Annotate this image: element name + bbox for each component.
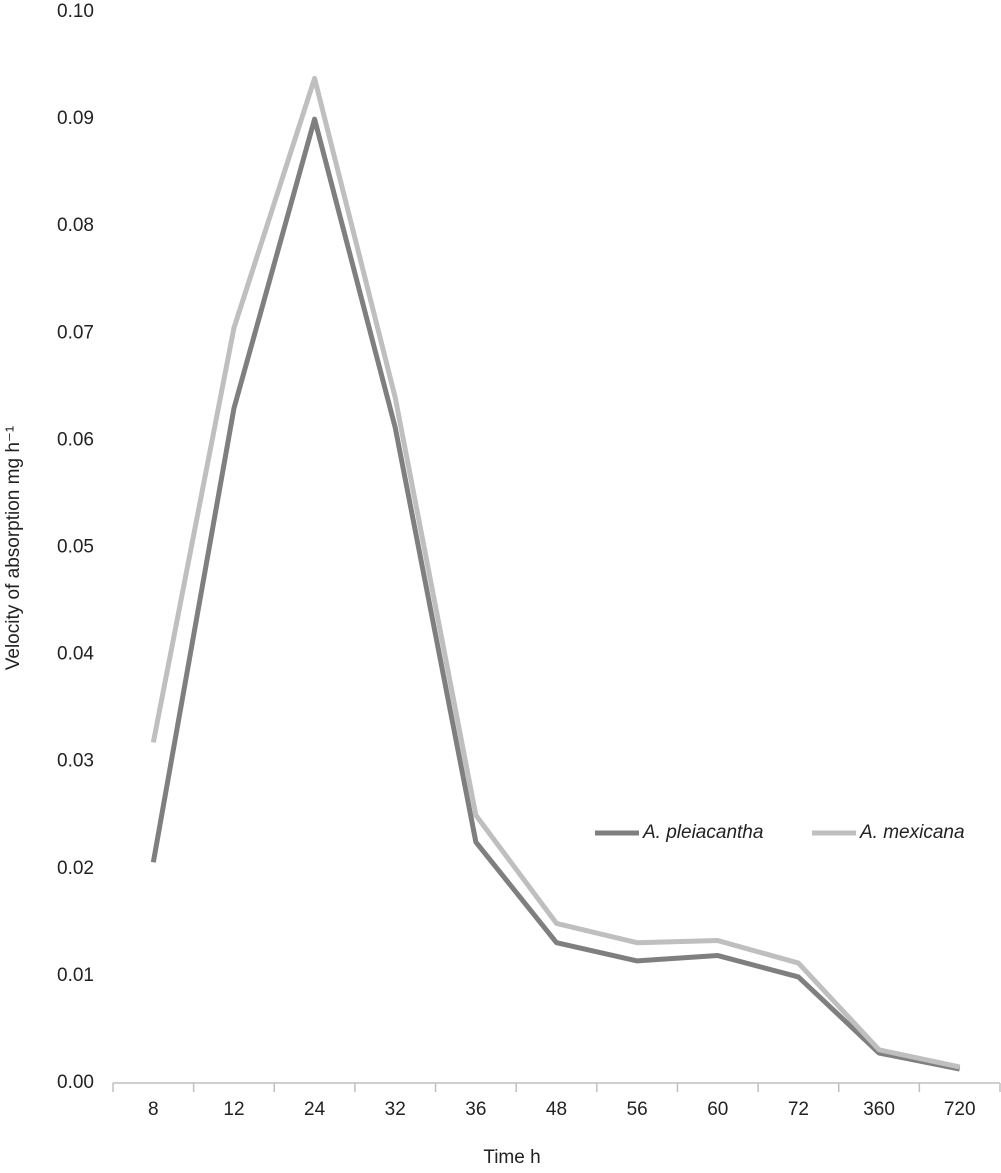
x-tick-label: 36 — [465, 1099, 486, 1120]
y-tick-label: 0.05 — [57, 537, 94, 558]
y-tick-label: 0.09 — [57, 108, 94, 129]
x-tick-label: 48 — [546, 1099, 567, 1120]
legend-label: A. mexicana — [859, 822, 965, 843]
series-line — [150, 116, 961, 1072]
series-line — [150, 75, 961, 1070]
x-axis-label: Time h — [483, 1147, 540, 1168]
y-tick-label: 0.01 — [57, 965, 94, 986]
x-tick-label: 60 — [707, 1099, 728, 1120]
x-tick-label: 720 — [944, 1099, 976, 1120]
y-tick-label: 0.08 — [57, 215, 94, 236]
x-tick-label: 24 — [304, 1099, 326, 1120]
x-tick-label: 72 — [788, 1099, 809, 1120]
x-tick-label: 56 — [627, 1099, 648, 1120]
y-tick-label: 0.07 — [57, 322, 94, 343]
legend-label: A. pleiacantha — [642, 822, 763, 843]
y-tick-label: 0.10 — [57, 1, 94, 22]
y-tick-label: 0.03 — [57, 751, 94, 772]
x-tick-label: 360 — [863, 1099, 895, 1120]
x-tick-label: 32 — [385, 1099, 406, 1120]
x-tick-label: 12 — [223, 1099, 244, 1120]
y-tick-label: 0.00 — [57, 1072, 94, 1093]
x-tick-label: 8 — [148, 1099, 159, 1120]
y-axis-label: Velocity of absorption mg h⁻¹ — [3, 426, 24, 671]
y-tick-label: 0.04 — [57, 644, 94, 665]
y-tick-label: 0.02 — [57, 858, 94, 879]
y-tick-label: 0.06 — [57, 429, 94, 450]
